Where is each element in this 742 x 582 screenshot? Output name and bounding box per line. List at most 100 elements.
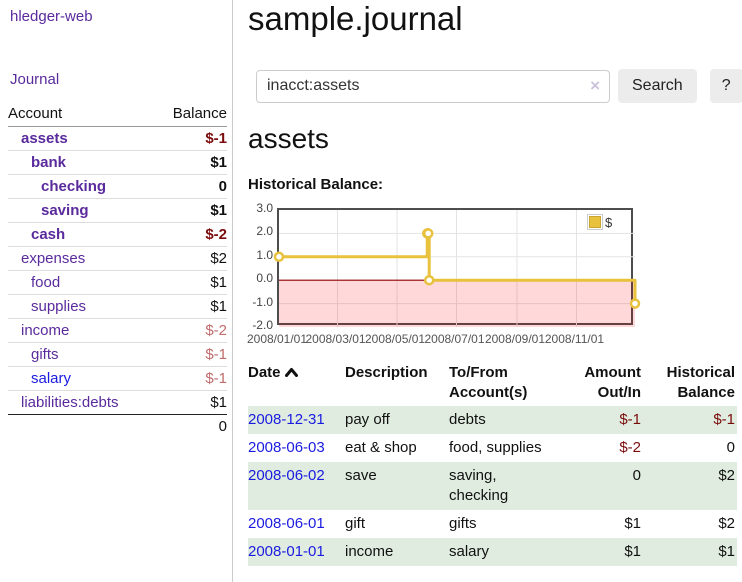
account-link-income[interactable]: income [21, 322, 70, 339]
transaction-description: income [345, 543, 394, 560]
register-row: 2008-06-01 gift gifts $1 $2 [248, 510, 737, 538]
app-title-link[interactable]: hledger-web [10, 8, 93, 25]
legend-swatch-icon [589, 216, 601, 228]
x-tick-label: 2008/07/01 [424, 332, 485, 346]
transaction-date-link[interactable]: 2008-12-31 [248, 411, 325, 428]
account-balance: $-1 [205, 370, 227, 387]
account-balance: $1 [210, 154, 227, 171]
data-point-marker [423, 274, 435, 286]
sidebar: hledger-web Journal Account Balance asse… [0, 0, 233, 582]
clear-search-icon[interactable]: × [590, 75, 600, 95]
accounts-table: Account Balance assets $-1 bank $1 check… [8, 102, 227, 438]
accounts-header-balance: Balance [154, 102, 227, 127]
column-header-description: Description [345, 364, 428, 381]
account-link-expenses[interactable]: expenses [21, 250, 86, 267]
account-link-supplies[interactable]: supplies [31, 298, 87, 315]
accounts-header-account: Account [8, 102, 155, 127]
transaction-description: eat & shop [345, 439, 417, 456]
transaction-accounts: food, supplies [449, 439, 542, 456]
main-content: sample.journal × Search ? assets Histori… [247, 0, 742, 582]
accounts-total-value: 0 [218, 418, 227, 435]
help-button[interactable]: ? [709, 69, 742, 103]
chart-title: Historical Balance: [248, 176, 384, 193]
y-tick-label: 0.0 [256, 271, 273, 286]
x-tick-label: 2008/03/01 [305, 332, 366, 346]
account-link-gifts[interactable]: gifts [31, 346, 59, 363]
accounts-header-row: Account Balance [8, 102, 227, 127]
historical-balance-chart: $ 3.0 2.0 1.0 0.0 -1.0 -2.0 2008/01/01 2008/03/… [247, 201, 742, 355]
account-row-saving: saving $1 [8, 198, 227, 223]
transaction-amount: $1 [624, 515, 641, 532]
account-balance: $1 [210, 274, 227, 291]
transaction-description: gift [345, 515, 366, 532]
transaction-accounts: saving, checking [449, 467, 509, 504]
page-title: sample.journal [248, 0, 463, 37]
register-row: 2008-01-01 income salary $1 $1 [248, 538, 737, 566]
transaction-date-link[interactable]: 2008-01-01 [248, 543, 325, 560]
transaction-date-link[interactable]: 2008-06-01 [248, 515, 325, 532]
account-balance: $-2 [205, 226, 227, 243]
account-row-gifts: gifts $-1 [8, 342, 227, 367]
transaction-balance: $-1 [713, 411, 735, 428]
register-table: Date Description To/From Account(s) Amou… [248, 360, 737, 566]
chart-legend: $ [587, 214, 612, 230]
transaction-accounts: salary [449, 543, 490, 560]
y-tick-label: -1.0 [252, 294, 273, 309]
account-link-salary[interactable]: salary [31, 370, 72, 387]
register-row: 2008-12-31 pay off debts $-1 $-1 [248, 406, 737, 434]
account-balance: $-2 [205, 322, 227, 339]
negative-region [279, 280, 635, 327]
account-balance: $1 [210, 298, 227, 315]
search-bar: × Search ? [256, 69, 742, 103]
account-balance: $1 [210, 394, 227, 411]
column-header-accounts: To/From Account(s) [449, 364, 528, 401]
column-header-balance: Historical Balance [666, 364, 735, 401]
sort-ascending-icon [284, 363, 298, 383]
accounts-total-row: 0 [8, 414, 227, 439]
account-balance: $2 [210, 250, 227, 267]
y-tick-label: 2.0 [256, 224, 273, 239]
transaction-amount: $1 [624, 543, 641, 560]
account-link-cash[interactable]: cash [31, 226, 66, 243]
column-header-date[interactable]: Date [248, 360, 345, 406]
transaction-date-link[interactable]: 2008-06-03 [248, 439, 325, 456]
account-row-supplies: supplies $1 [8, 294, 227, 319]
register-row: 2008-06-03 eat & shop food, supplies $-2… [248, 434, 737, 462]
data-point-marker [273, 251, 285, 263]
account-link-liabilities-debts[interactable]: liabilities:debts [21, 394, 119, 411]
transaction-accounts: gifts [449, 515, 477, 532]
account-link-checking[interactable]: checking [41, 178, 107, 195]
account-link-bank[interactable]: bank [31, 154, 67, 171]
column-header-amount: Amount Out/In [584, 364, 641, 401]
account-link-assets[interactable]: assets [21, 130, 68, 147]
transaction-balance: $1 [718, 543, 735, 560]
account-row-expenses: expenses $2 [8, 246, 227, 271]
account-balance: $1 [210, 202, 227, 219]
x-tick-label: 2008/09/01 [484, 332, 545, 346]
transaction-date-link[interactable]: 2008-06-02 [248, 467, 325, 484]
transaction-description: save [345, 467, 377, 484]
legend-swatch-box [587, 214, 603, 230]
transaction-balance: 0 [726, 439, 735, 456]
account-row-cash: cash $-2 [8, 222, 227, 247]
account-row-salary: salary $-1 [8, 366, 227, 391]
transaction-balance: $2 [718, 515, 735, 532]
y-tick-label: -2.0 [252, 318, 273, 332]
y-tick-label: 1.0 [256, 247, 273, 262]
account-row-assets: assets $-1 [8, 127, 227, 151]
transaction-amount: 0 [632, 467, 641, 484]
account-balance: 0 [218, 178, 227, 195]
transaction-balance: $2 [718, 467, 735, 484]
account-heading: assets [248, 123, 329, 154]
account-row-liabilities-debts: liabilities:debts $1 [8, 390, 227, 415]
account-link-saving[interactable]: saving [41, 202, 89, 219]
sidebar-item-journal[interactable]: Journal [10, 71, 60, 88]
x-tick-label: 2008/11/01 [544, 332, 605, 346]
x-tick-label: 2008/05/01 [364, 332, 426, 346]
account-row-checking: checking 0 [8, 174, 227, 199]
search-button[interactable]: Search [618, 69, 697, 103]
account-link-food[interactable]: food [31, 274, 61, 291]
account-balance: $-1 [205, 346, 227, 363]
account-row-income: income $-2 [8, 318, 227, 343]
search-input[interactable] [256, 69, 610, 103]
